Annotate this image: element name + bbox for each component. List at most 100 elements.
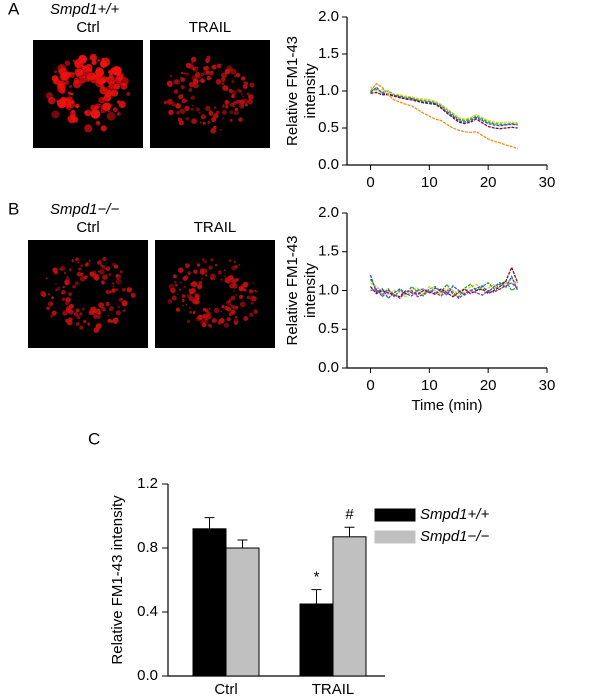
image-dot [46, 306, 50, 310]
image-background [28, 240, 148, 348]
y-tick-label: 2.0 [318, 8, 339, 25]
image-dot [224, 305, 229, 311]
trace [370, 86, 518, 127]
image-dot [201, 257, 205, 261]
bar [192, 528, 227, 677]
image-label: Ctrl [76, 19, 99, 36]
image-dot [84, 124, 93, 133]
image-dot [209, 109, 213, 114]
image-dot [51, 296, 55, 300]
image-dot [80, 264, 84, 268]
image-dot [238, 103, 245, 109]
image-dot [65, 96, 73, 104]
image-dot [206, 75, 212, 81]
image-dot [249, 82, 255, 88]
image-dot [53, 270, 59, 275]
image-dot [102, 102, 111, 111]
image-dot [59, 88, 66, 95]
image-dot [254, 289, 257, 292]
image-dot [224, 100, 229, 104]
image-dot [191, 118, 197, 124]
image-dot [100, 125, 107, 132]
image-dot [61, 289, 66, 295]
image-dot [101, 280, 105, 285]
image-dot [242, 95, 244, 98]
image-dot [68, 84, 73, 89]
image-dot [189, 307, 191, 309]
image-dot [234, 316, 238, 319]
image-dot [202, 122, 206, 125]
image-dot [111, 67, 115, 71]
image-dot [90, 306, 92, 309]
image-dot [243, 315, 249, 321]
image-dot [75, 308, 80, 313]
image-dot [67, 114, 77, 124]
image-dot [176, 111, 180, 115]
legend-swatch [374, 508, 416, 522]
image-dot [166, 98, 173, 105]
image-dot [241, 93, 243, 95]
image-dot [178, 288, 182, 291]
image-dot [102, 274, 108, 280]
image-dot [204, 308, 209, 313]
image-dot [180, 85, 185, 90]
y-tick-label: 0.8 [137, 539, 158, 556]
image-dot [181, 299, 185, 302]
annotation: # [345, 506, 354, 523]
image-dot [112, 107, 118, 113]
image-dot [91, 59, 97, 65]
image-dot [196, 263, 201, 267]
legend-label: Smpd1−/− [420, 528, 489, 545]
y-tick-label: 0.0 [318, 156, 339, 173]
image-dot [116, 100, 121, 104]
image-dot [51, 110, 60, 119]
panel-label: C [88, 429, 100, 448]
image-dot [215, 110, 220, 115]
image-dot [240, 76, 246, 81]
image-dot [87, 72, 96, 81]
trace [370, 278, 519, 298]
trace [370, 86, 518, 124]
image-dot [211, 117, 217, 123]
image-dot [191, 104, 194, 107]
image-dot [75, 103, 80, 109]
x-tick-label: Ctrl [214, 681, 237, 698]
image-dot [60, 266, 66, 272]
image-dot [230, 304, 235, 309]
image-dot [50, 314, 54, 318]
y-label-line: Relative FM1-43 [284, 235, 301, 345]
image-dot [130, 292, 136, 298]
image-dot [116, 71, 121, 77]
error-bar [344, 526, 355, 537]
image-dot [246, 92, 250, 96]
y-label-line: intensity [302, 262, 319, 318]
image-dot [97, 270, 100, 273]
image-dot [182, 304, 184, 307]
image-dot [64, 60, 71, 66]
image-dot [199, 268, 205, 273]
image-dot [200, 114, 206, 120]
image-background [155, 240, 275, 348]
image-dot [88, 259, 91, 262]
image-dot [96, 120, 100, 125]
image-dot [124, 303, 127, 306]
image-dot [81, 65, 85, 70]
image-dot [229, 118, 233, 122]
image-dot [230, 68, 237, 75]
image-dot [115, 287, 119, 292]
image-dot [107, 97, 111, 101]
micrograph [155, 240, 275, 348]
image-dot [233, 260, 236, 263]
image-dot [220, 310, 223, 313]
image-dot [54, 70, 58, 74]
image-dot [183, 285, 187, 288]
image-dot [84, 109, 92, 117]
image-dot [185, 72, 189, 76]
image-dot [210, 127, 217, 134]
image-dot [248, 289, 254, 294]
image-dot [209, 273, 216, 280]
image-dot [205, 105, 211, 111]
image-background [150, 40, 270, 148]
image-dot [234, 107, 239, 112]
image-dot [107, 314, 110, 317]
